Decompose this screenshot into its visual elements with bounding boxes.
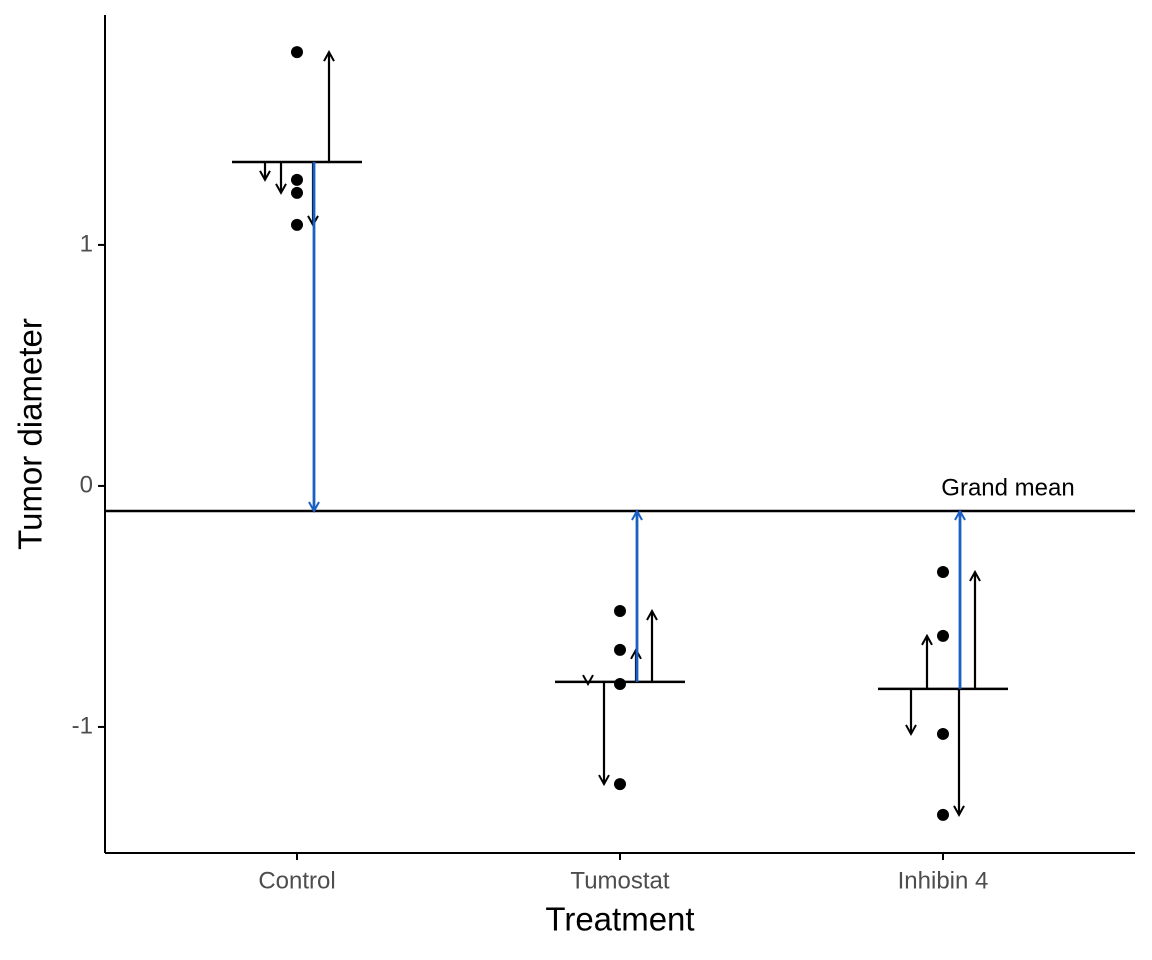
data-point	[291, 218, 303, 231]
data-point	[937, 808, 949, 821]
data-point	[614, 643, 626, 656]
x-axis-title: Treatment	[545, 901, 694, 938]
x-tick-label: Inhibin 4	[898, 867, 989, 894]
y-tick-label: 1	[80, 230, 93, 257]
data-point	[614, 778, 626, 791]
data-point	[937, 629, 949, 642]
y-tick-label: -1	[72, 712, 93, 739]
data-point	[614, 678, 626, 691]
data-point	[291, 173, 303, 186]
y-tick-label: 0	[80, 471, 93, 498]
annotation: Grand mean	[941, 474, 1074, 501]
y-axis-title: Tumor diameter	[12, 318, 49, 550]
x-tick-label: Tumostat	[570, 867, 669, 894]
data-point	[937, 727, 949, 740]
data-point	[291, 186, 303, 199]
data-point	[937, 565, 949, 578]
data-point	[614, 605, 626, 618]
x-tick-label: Control	[258, 867, 335, 894]
data-point	[291, 46, 303, 59]
